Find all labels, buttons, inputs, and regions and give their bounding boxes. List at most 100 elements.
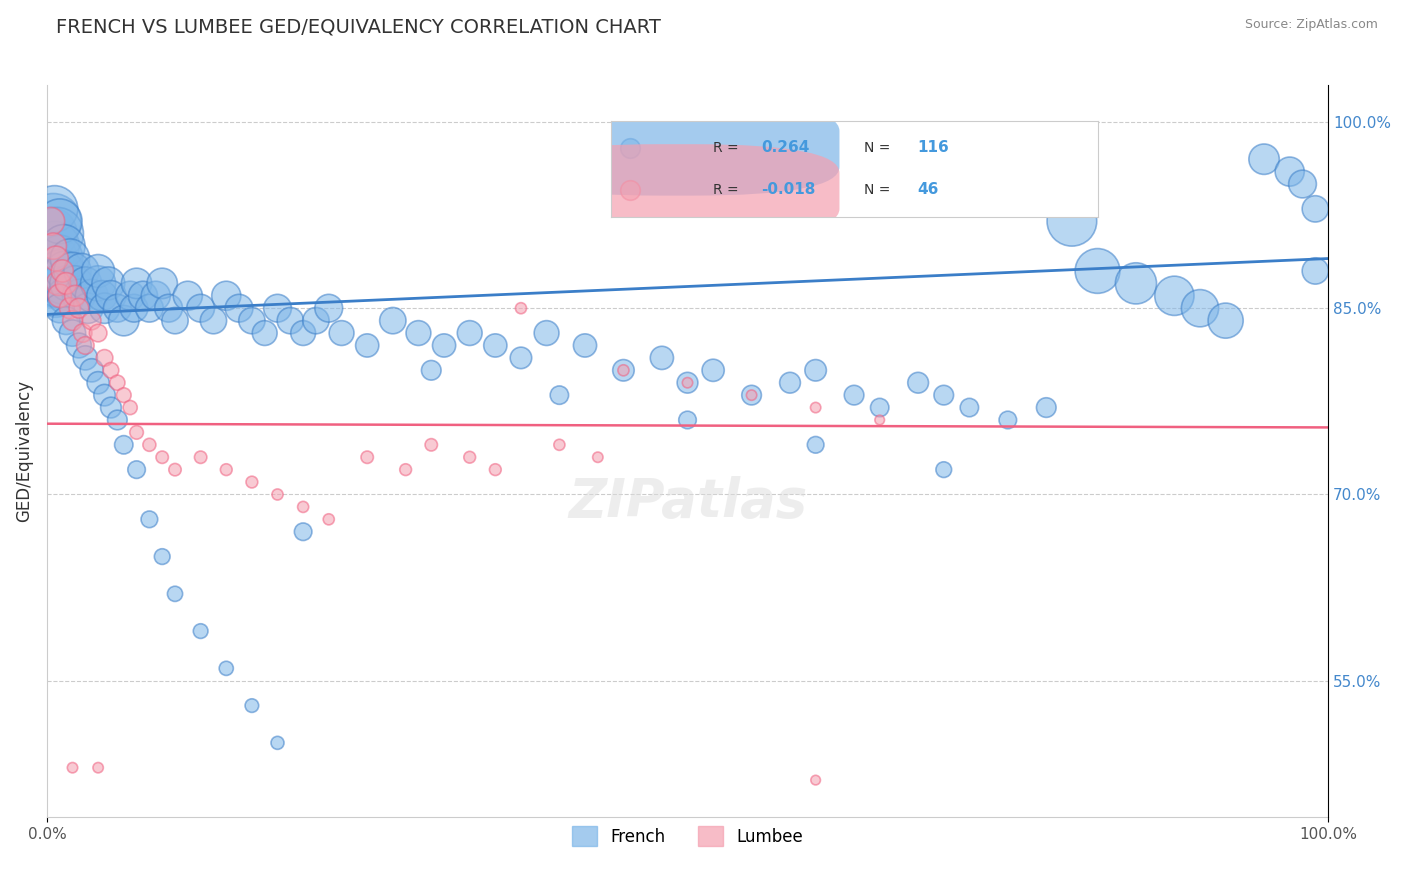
Point — [145, 289, 167, 303]
Point — [163, 463, 186, 477]
Point — [932, 463, 955, 477]
Point — [62, 761, 84, 775]
Point — [48, 214, 70, 228]
Point — [163, 587, 186, 601]
Point — [612, 363, 634, 377]
Point — [997, 413, 1019, 427]
Point — [87, 761, 110, 775]
Point — [305, 313, 328, 327]
Point — [869, 413, 891, 427]
Point — [676, 413, 699, 427]
Point — [59, 252, 82, 266]
Point — [484, 463, 506, 477]
Point — [215, 661, 238, 675]
Point — [105, 376, 128, 390]
Point — [112, 438, 135, 452]
Point — [56, 277, 79, 291]
Point — [202, 313, 225, 327]
Point — [484, 338, 506, 352]
Point — [138, 512, 160, 526]
Point — [138, 438, 160, 452]
Point — [676, 376, 699, 390]
Point — [1125, 277, 1147, 291]
Point — [93, 388, 115, 402]
Point — [77, 301, 100, 316]
Point — [150, 549, 173, 564]
Point — [55, 289, 77, 303]
Point — [62, 264, 84, 278]
Point — [80, 289, 103, 303]
Point — [586, 450, 609, 465]
Point — [869, 401, 891, 415]
Point — [38, 252, 60, 266]
Point — [651, 351, 673, 365]
Point — [957, 401, 980, 415]
Point — [80, 313, 103, 327]
Point — [574, 338, 596, 352]
Point — [510, 351, 533, 365]
Point — [163, 313, 186, 327]
Legend: French, Lumbee: French, Lumbee — [565, 820, 810, 853]
Point — [842, 388, 865, 402]
Point — [112, 388, 135, 402]
Point — [125, 463, 148, 477]
Point — [804, 401, 827, 415]
Point — [548, 438, 571, 452]
Point — [80, 363, 103, 377]
Point — [72, 326, 94, 340]
Point — [100, 289, 122, 303]
Point — [278, 313, 301, 327]
Point — [420, 363, 443, 377]
Point — [120, 401, 142, 415]
Point — [1163, 289, 1185, 303]
Point — [42, 239, 65, 253]
Point — [1035, 401, 1057, 415]
Point — [240, 475, 263, 489]
Point — [87, 264, 110, 278]
Point — [41, 264, 63, 278]
Point — [779, 376, 801, 390]
Point — [356, 338, 378, 352]
Point — [1215, 313, 1237, 327]
Point — [48, 277, 70, 291]
Point — [177, 289, 200, 303]
Point — [105, 301, 128, 316]
Point — [420, 438, 443, 452]
Point — [125, 277, 148, 291]
Point — [100, 363, 122, 377]
Point — [70, 264, 93, 278]
Point — [42, 277, 65, 291]
Point — [51, 264, 73, 278]
Point — [1305, 264, 1327, 278]
Point — [45, 264, 67, 278]
Point — [1060, 214, 1083, 228]
Point — [804, 773, 827, 788]
Point — [240, 698, 263, 713]
Point — [67, 301, 90, 316]
Point — [42, 214, 65, 228]
Point — [741, 388, 763, 402]
Point — [67, 289, 90, 303]
Point — [87, 277, 110, 291]
Point — [87, 326, 110, 340]
Point — [39, 214, 62, 228]
Point — [907, 376, 929, 390]
Point — [458, 326, 481, 340]
Point — [55, 277, 77, 291]
Point — [97, 277, 120, 291]
Point — [75, 351, 97, 365]
Point — [39, 227, 62, 241]
Point — [253, 326, 276, 340]
Point — [45, 252, 67, 266]
Point — [55, 313, 77, 327]
Point — [63, 289, 86, 303]
Point — [330, 326, 353, 340]
Point — [1305, 202, 1327, 216]
Point — [45, 289, 67, 303]
Point — [75, 338, 97, 352]
Point — [1087, 264, 1109, 278]
Point — [53, 264, 76, 278]
Point — [240, 313, 263, 327]
Point — [120, 289, 142, 303]
Point — [266, 301, 288, 316]
